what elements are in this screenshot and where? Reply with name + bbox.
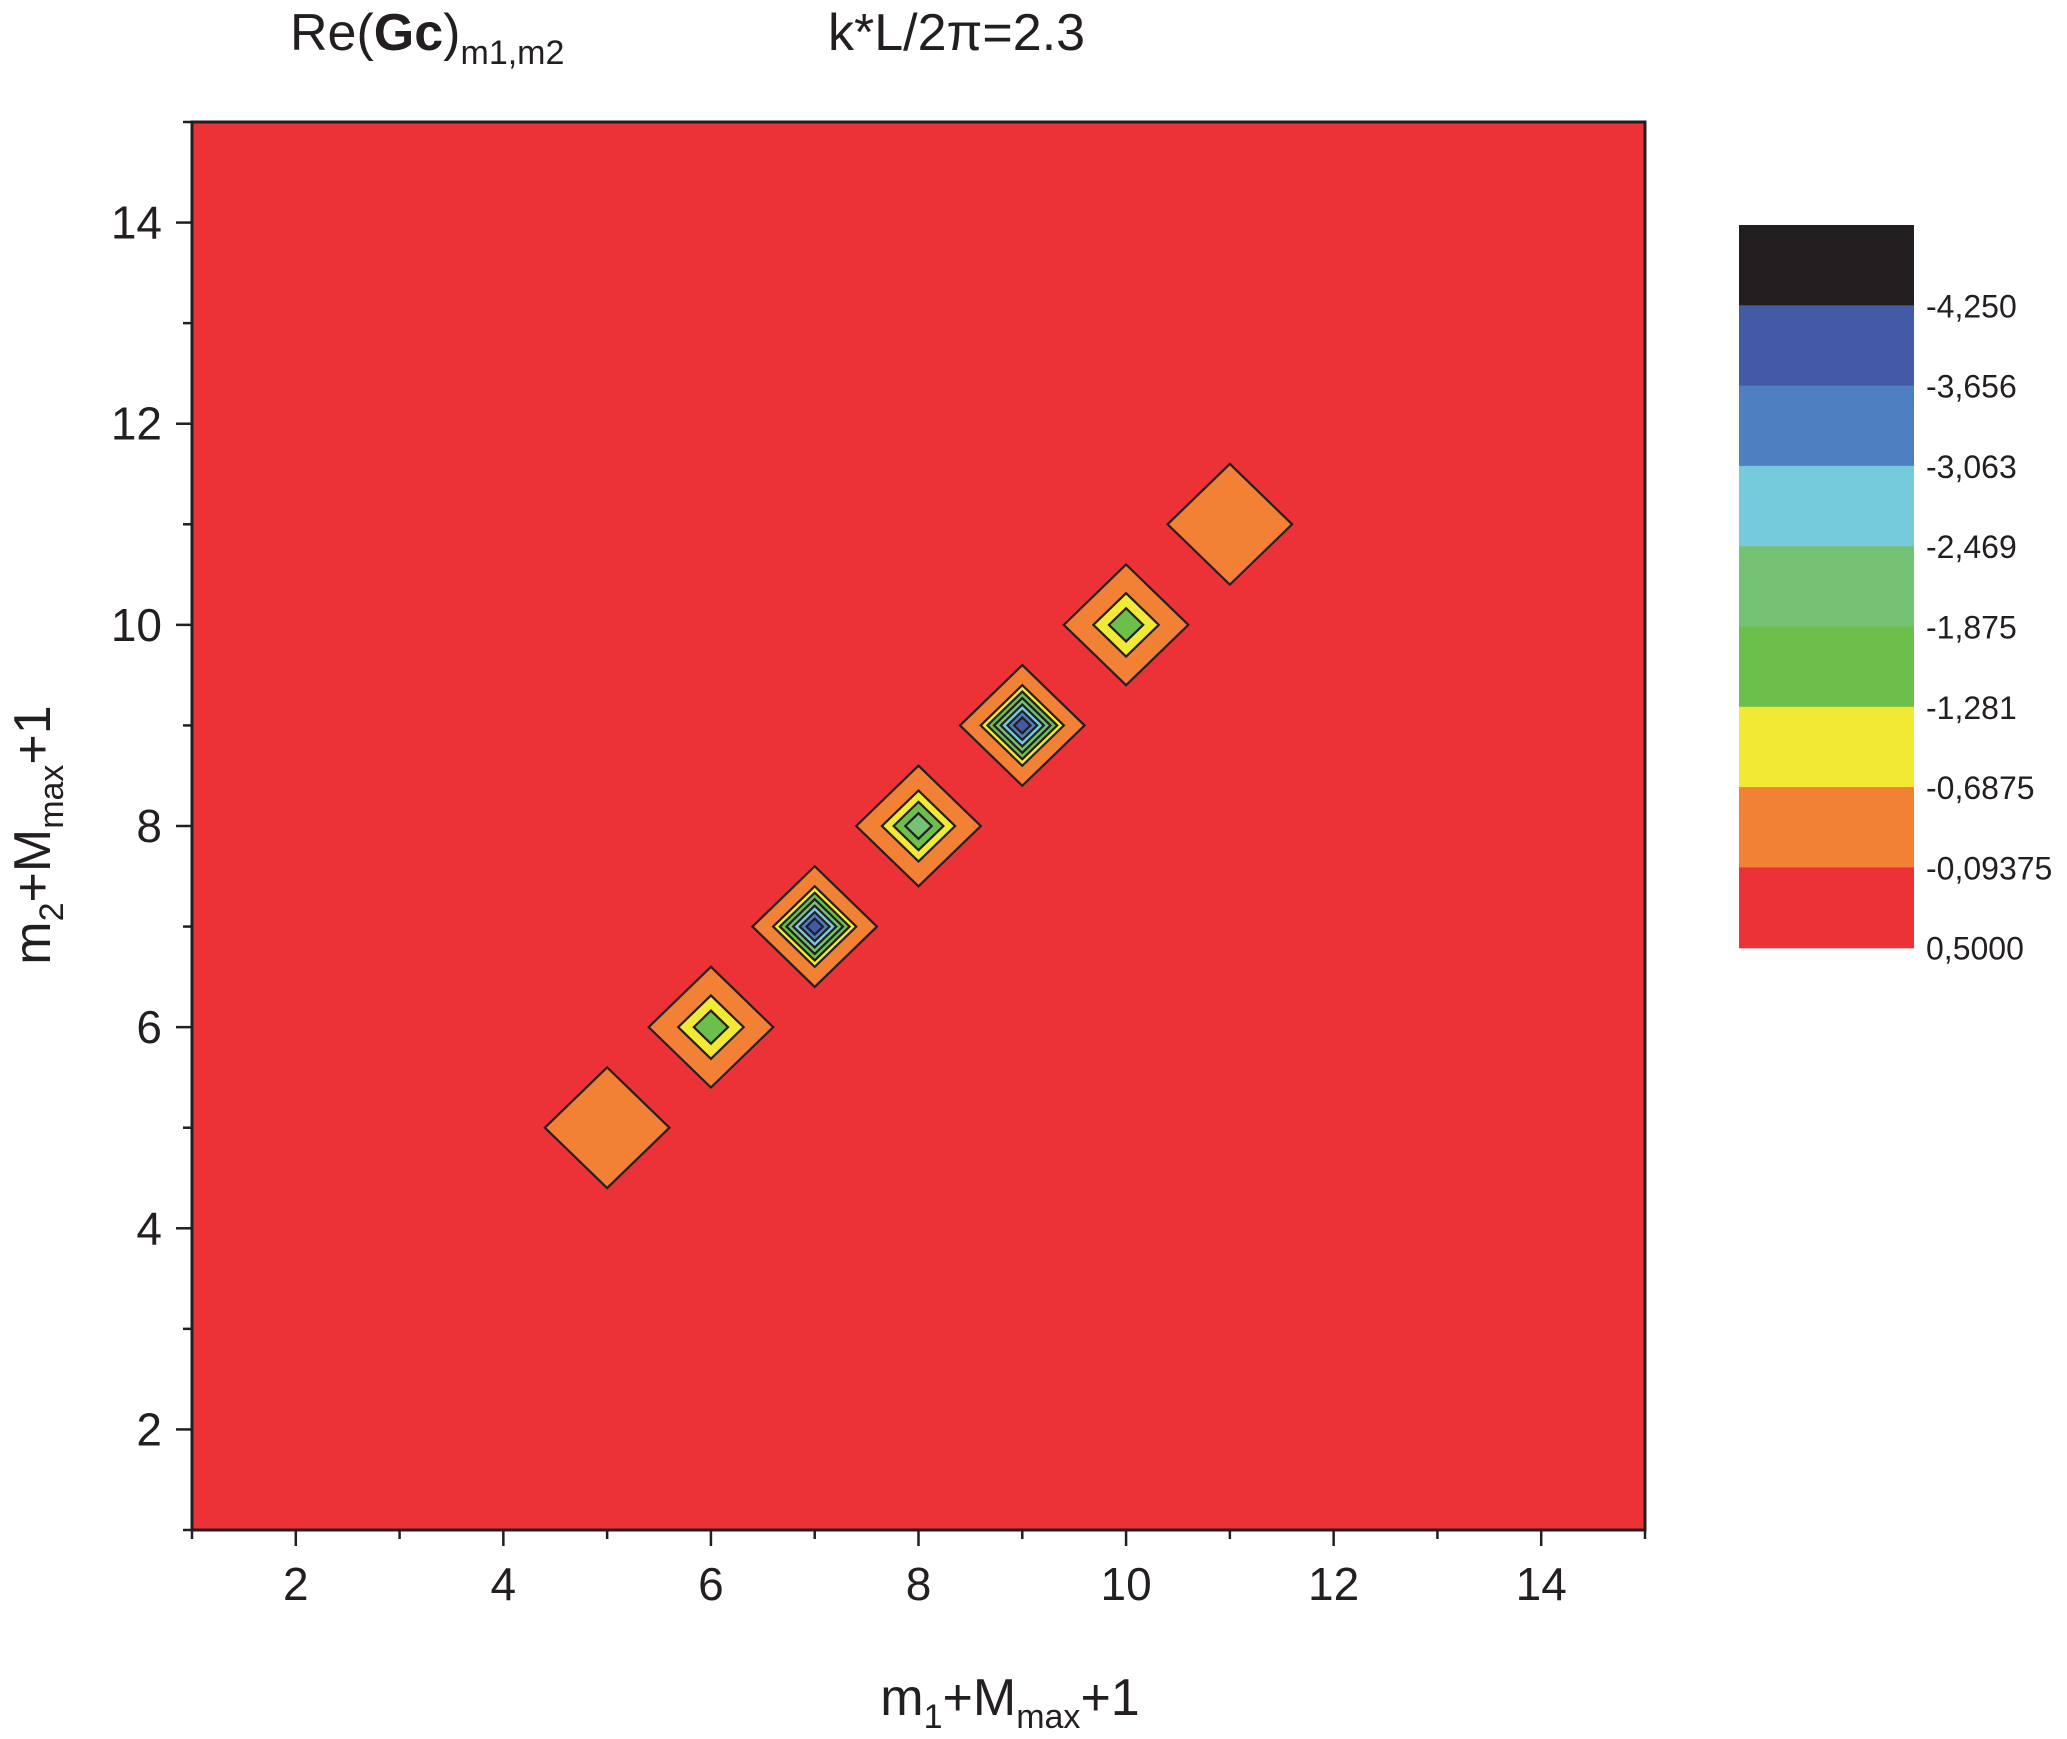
contour-level-7 [804,917,825,937]
colorbar-label: -1,281 [1926,690,2017,726]
colorbar-segment [1739,465,1914,547]
peak-7 [1166,462,1294,587]
contour-level-3 [1107,606,1145,643]
contour-level-1 [1166,462,1294,587]
peak-6 [1062,562,1190,687]
x-tick-label: 12 [1308,1558,1359,1610]
peak-4 [854,764,983,888]
colorbar: -4,250 -3,656 -3,063 -2,469 -1,875 -1,281 -0,6… [1739,225,2052,967]
colorbar-segment [1739,867,1914,949]
colorbar-label: -0,6875 [1926,770,2035,806]
colorbar-segment [1739,787,1914,868]
x-tick-label: 6 [698,1558,724,1610]
x-axis-title: m1+Mmax+1 [880,1669,1139,1736]
y-tick-label: 6 [136,1001,162,1053]
y-tick-label: 14 [111,197,162,249]
chart-title: Re(Gc)m1,m2 [290,4,564,72]
x-axis: 2 4 6 8 10 12 14 [190,1530,1647,1610]
y-tick-label: 10 [111,599,162,651]
colorbar-label: -0,09375 [1926,850,2052,886]
x-tick-label: 8 [906,1558,932,1610]
peak-3 [750,864,879,989]
y-tick-label: 4 [136,1202,162,1254]
contour-level-4 [903,811,934,841]
x-tick-label: 14 [1516,1558,1567,1610]
x-tick-label: 10 [1100,1558,1151,1610]
y-tick-label: 12 [111,398,162,450]
peak-1 [543,1065,671,1190]
colorbar-label: -2,469 [1926,529,2017,565]
y-tick-label: 2 [136,1403,162,1455]
peak-2 [647,965,775,1090]
x-tick-label: 4 [491,1558,517,1610]
contour-level-7 [1012,715,1033,735]
colorbar-segment [1739,706,1914,788]
contour-level-1 [543,1065,671,1190]
chart-parameter: k*L/2π=2.3 [828,4,1085,62]
peak-5 [958,663,1087,788]
colorbar-label: -3,656 [1926,369,2017,405]
y-tick-label: 8 [136,800,162,852]
colorbar-segment [1739,385,1914,467]
contour-level-3 [692,1009,730,1046]
colorbar-label: -3,063 [1926,449,2017,485]
y-axis-title: m2+Mmax+1 [4,705,71,964]
colorbar-segment [1739,626,1914,708]
colorbar-label: -1,875 [1926,610,2017,646]
colorbar-label: -4,250 [1926,288,2017,324]
colorbar-segment [1739,305,1914,387]
colorbar-segment [1739,225,1914,306]
colorbar-label: 0,5000 [1926,931,2024,967]
y-axis: 2 4 6 8 10 12 14 [111,120,192,1532]
colorbar-segment [1739,546,1914,628]
plot-area [190,120,1647,1532]
x-tick-label: 2 [283,1558,309,1610]
